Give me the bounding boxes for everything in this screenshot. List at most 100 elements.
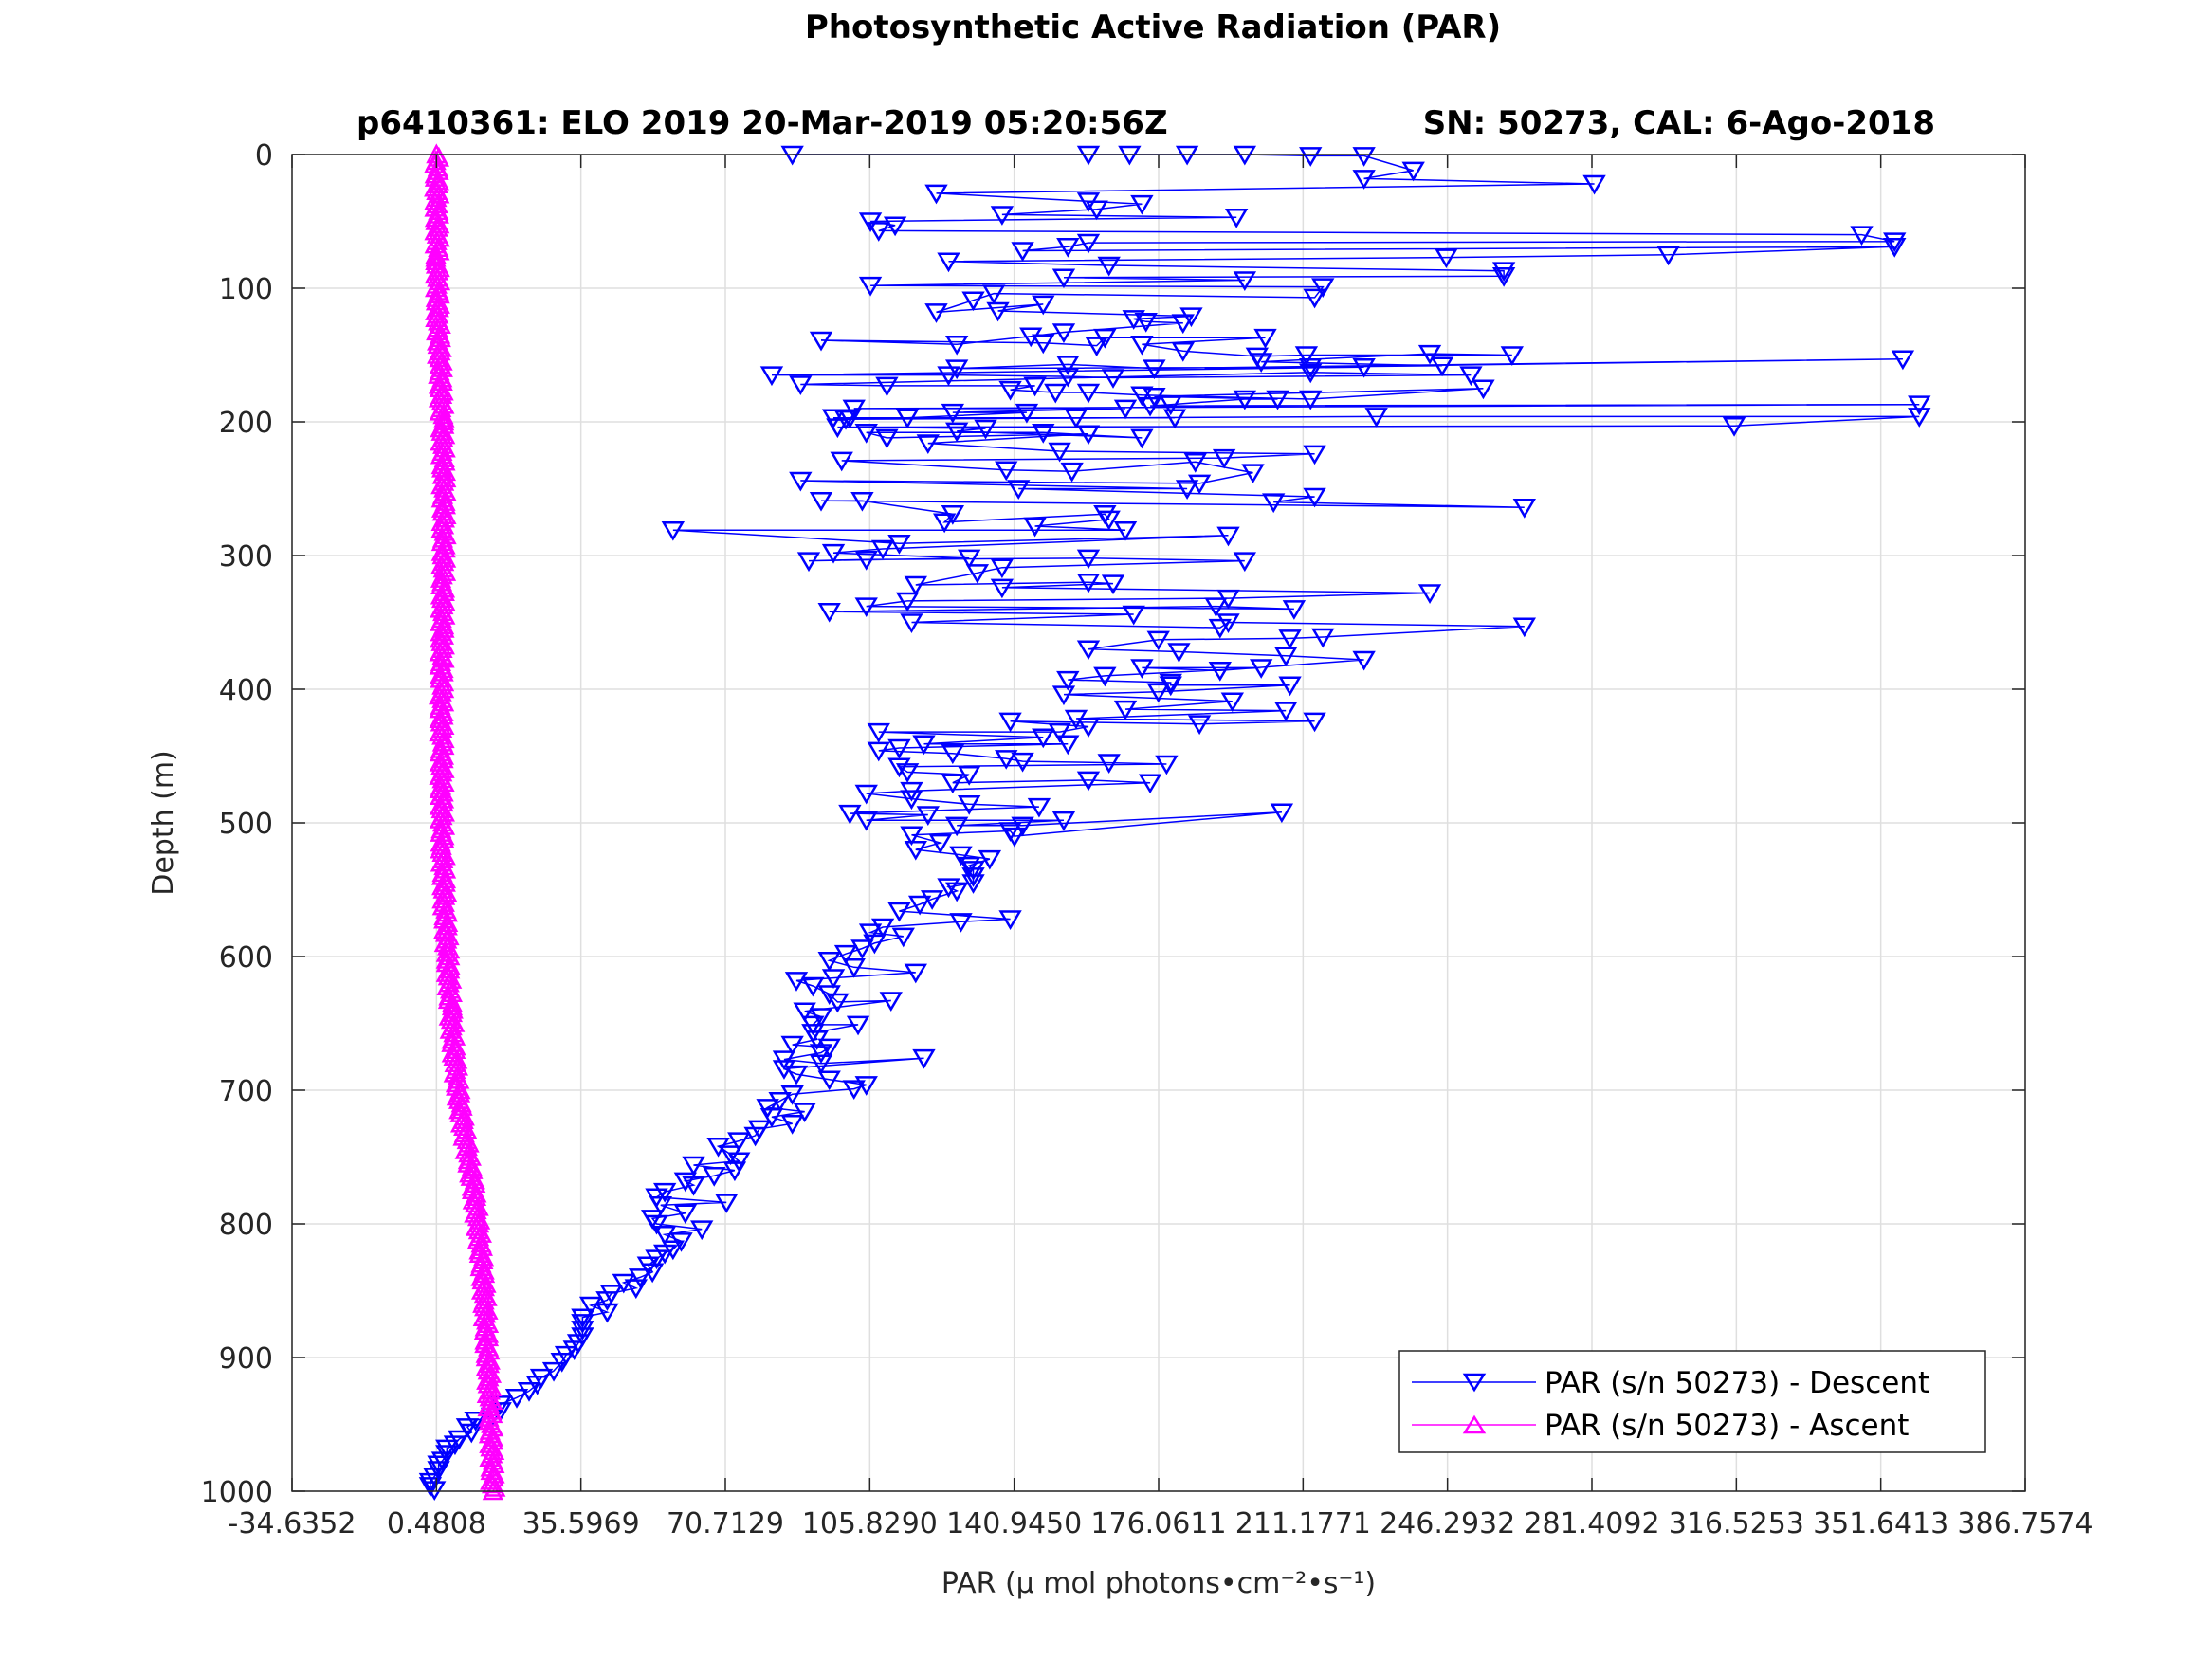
data-point bbox=[1352, 357, 1376, 378]
data-point bbox=[1138, 774, 1162, 794]
data-point bbox=[652, 1226, 677, 1246]
data-point bbox=[1364, 408, 1388, 428]
series-layer bbox=[418, 143, 1931, 1502]
data-point bbox=[875, 376, 899, 397]
data-point bbox=[1048, 442, 1071, 463]
data-point bbox=[990, 578, 1015, 599]
data-point bbox=[854, 550, 878, 571]
data-point bbox=[1253, 328, 1277, 349]
data-point bbox=[838, 804, 862, 825]
data-point bbox=[995, 750, 1018, 770]
legend-label-descent: PAR (s/n 50273) - Descent bbox=[1545, 1366, 1929, 1400]
x-axis-label: PAR (μ mol photons•cm⁻²•s⁻¹) bbox=[941, 1567, 1376, 1600]
data-point bbox=[443, 1435, 467, 1456]
legend: PAR (s/n 50273) - Descent PAR (s/n 50273… bbox=[1398, 1350, 1986, 1453]
data-point bbox=[1512, 617, 1537, 638]
data-point bbox=[1167, 643, 1191, 663]
data-point bbox=[1401, 161, 1425, 182]
data-point bbox=[1048, 722, 1071, 743]
data-point bbox=[780, 1115, 804, 1135]
data-point bbox=[990, 206, 1015, 226]
data-point bbox=[1352, 650, 1376, 671]
data-point bbox=[1143, 359, 1166, 380]
data-point bbox=[1130, 428, 1154, 449]
data-point bbox=[1113, 399, 1138, 420]
data-point bbox=[1159, 673, 1182, 694]
data-point bbox=[1216, 613, 1240, 633]
data-point bbox=[1060, 462, 1084, 483]
data-point bbox=[759, 1107, 784, 1128]
y-tick-label: 0 bbox=[255, 139, 273, 173]
data-point bbox=[1097, 510, 1121, 531]
y-tick-label: 1000 bbox=[201, 1476, 273, 1509]
data-point bbox=[1155, 755, 1179, 775]
data-point bbox=[850, 491, 874, 512]
data-point bbox=[817, 951, 841, 972]
data-point bbox=[624, 1279, 648, 1300]
data-point bbox=[1722, 416, 1746, 437]
data-point bbox=[464, 1193, 486, 1213]
data-point bbox=[1032, 424, 1055, 444]
data-point bbox=[1278, 676, 1302, 697]
data-point bbox=[961, 874, 985, 894]
data-point bbox=[1130, 194, 1154, 215]
data-point bbox=[944, 882, 969, 902]
x-tick-label: -34.6352 bbox=[229, 1507, 356, 1540]
data-point bbox=[430, 1451, 455, 1472]
x-tick-label: 281.4092 bbox=[1524, 1507, 1659, 1540]
data-point bbox=[1491, 267, 1516, 287]
data-point bbox=[887, 535, 911, 555]
data-point bbox=[425, 244, 447, 264]
data-point bbox=[1143, 387, 1166, 408]
data-point bbox=[854, 811, 878, 831]
series-ascent bbox=[423, 143, 506, 1501]
data-point bbox=[1011, 242, 1034, 262]
data-point bbox=[949, 846, 973, 866]
data-point bbox=[974, 419, 997, 440]
data-point bbox=[904, 963, 927, 984]
data-point bbox=[1459, 366, 1483, 387]
data-point bbox=[1162, 409, 1187, 429]
data-point bbox=[1051, 685, 1076, 706]
data-point bbox=[1097, 754, 1121, 775]
data-point bbox=[1262, 493, 1286, 514]
data-point bbox=[833, 944, 858, 965]
data-point bbox=[1032, 295, 1055, 316]
data-point bbox=[673, 1172, 698, 1193]
x-tick-label: 105.8290 bbox=[802, 1507, 938, 1540]
data-point bbox=[904, 840, 927, 861]
data-point bbox=[842, 399, 866, 420]
data-point bbox=[1183, 453, 1207, 473]
data-point bbox=[1311, 278, 1335, 299]
data-point bbox=[780, 1035, 804, 1056]
data-point bbox=[1187, 715, 1212, 736]
data-point bbox=[817, 1038, 841, 1059]
data-point bbox=[722, 1161, 747, 1182]
data-point bbox=[965, 564, 990, 584]
series-line bbox=[430, 154, 1920, 1491]
data-point bbox=[1908, 408, 1931, 428]
data-point bbox=[1076, 771, 1101, 792]
data-point bbox=[826, 418, 850, 439]
data-point bbox=[958, 549, 981, 570]
data-point bbox=[1011, 752, 1034, 773]
data-point bbox=[1656, 246, 1680, 266]
y-tick-label: 700 bbox=[219, 1075, 273, 1108]
data-point bbox=[961, 291, 985, 312]
data-point bbox=[1159, 395, 1182, 416]
data-point bbox=[1134, 313, 1158, 333]
data-point bbox=[418, 1477, 443, 1497]
data-point bbox=[430, 621, 451, 642]
data-point bbox=[941, 403, 965, 424]
data-point bbox=[1500, 346, 1524, 366]
data-point bbox=[1113, 700, 1138, 720]
data-point bbox=[789, 471, 813, 492]
data-point bbox=[1908, 395, 1931, 416]
data-point bbox=[850, 939, 874, 960]
data-point bbox=[727, 1132, 751, 1153]
data-point bbox=[423, 1481, 447, 1502]
data-point bbox=[817, 1070, 841, 1091]
data-point bbox=[1491, 262, 1516, 283]
data-point bbox=[1093, 328, 1117, 349]
data-point bbox=[900, 826, 923, 847]
